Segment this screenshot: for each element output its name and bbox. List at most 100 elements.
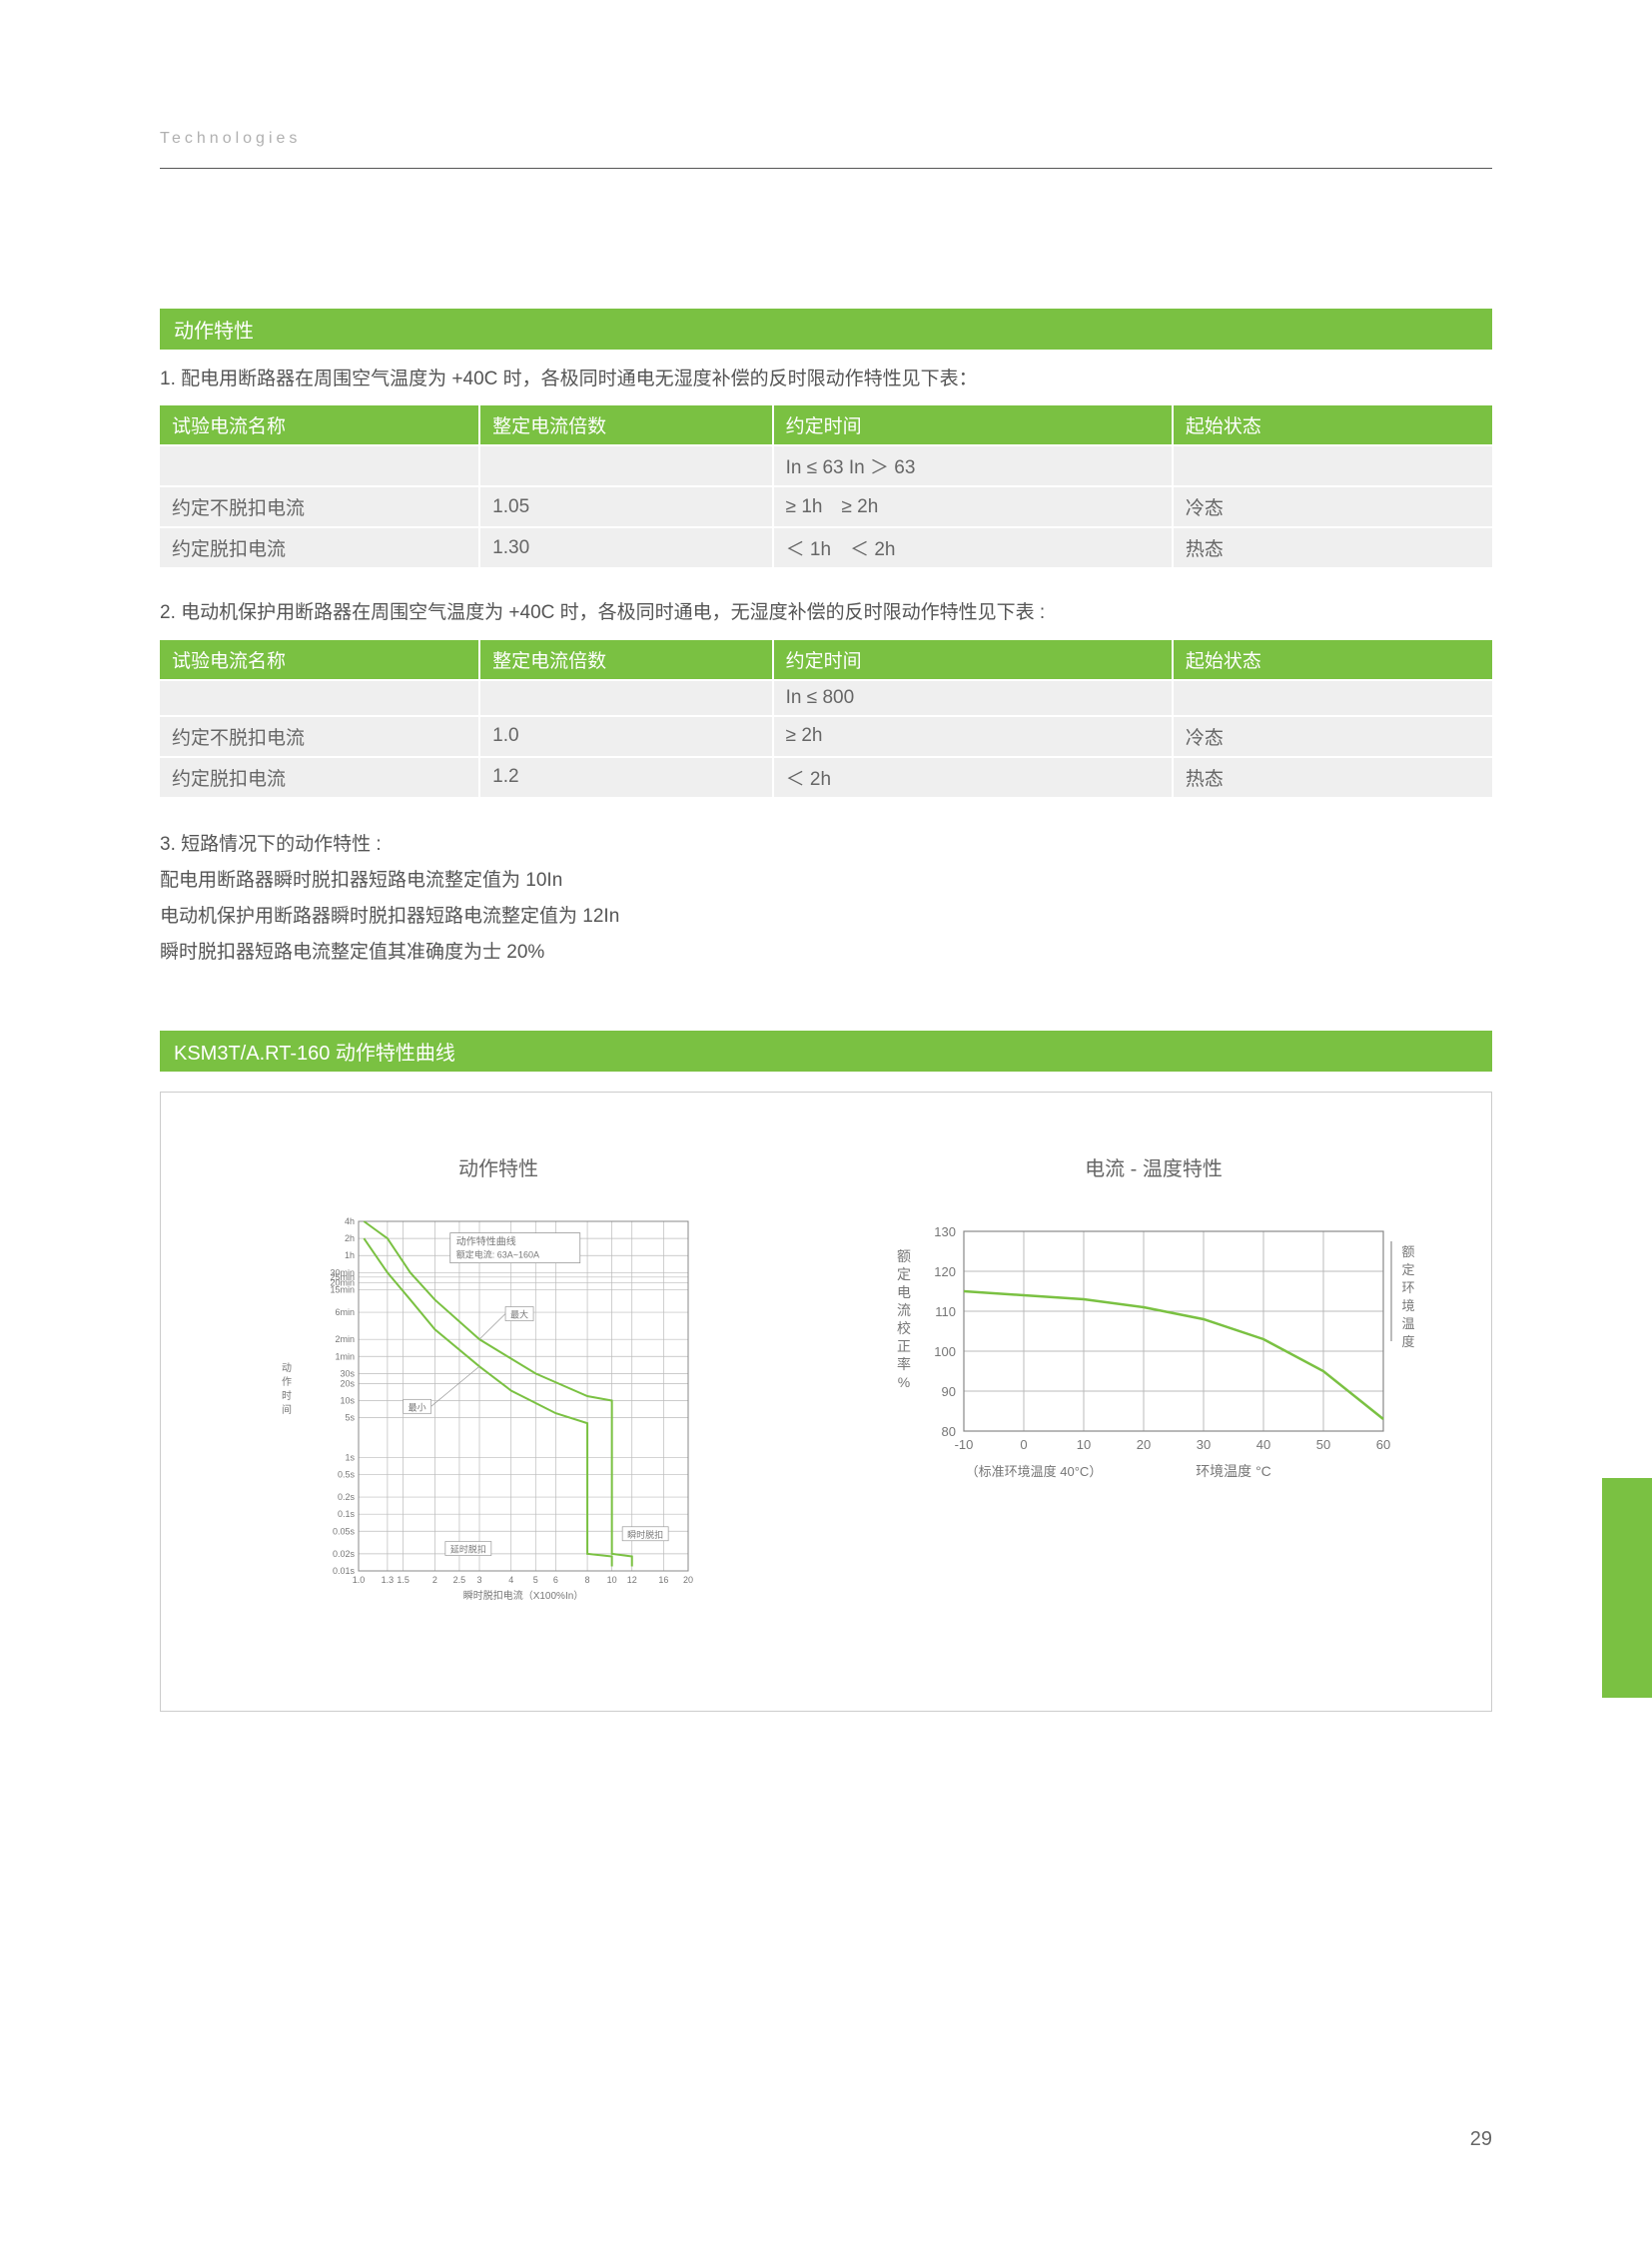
svg-text:-10: -10 [955,1437,974,1452]
svg-text:6min: 6min [335,1307,355,1317]
table-cell: In ≤ 63 In ＞ 63 [773,445,1173,486]
svg-text:3: 3 [477,1575,482,1585]
svg-text:流: 流 [897,1302,911,1318]
svg-text:5: 5 [533,1575,538,1585]
table-cell [1173,680,1492,716]
svg-text:80: 80 [942,1424,956,1439]
table-header: 起始状态 [1173,405,1492,445]
table-cell [479,680,772,716]
svg-text:时: 时 [282,1390,292,1402]
top-rule [160,168,1492,169]
svg-text:50: 50 [1316,1437,1330,1452]
svg-text:延时脱扣: 延时脱扣 [450,1544,486,1555]
svg-text:2min: 2min [335,1334,355,1344]
svg-text:定: 定 [1401,1262,1414,1277]
table-cell: 热态 [1173,527,1492,567]
svg-text:境: 境 [1401,1298,1414,1313]
svg-text:最小: 最小 [409,1402,426,1412]
svg-text:5s: 5s [345,1413,355,1423]
table-cell: 1.2 [479,757,772,797]
brand-text: Technologies [160,130,1492,148]
svg-text:额: 额 [1401,1244,1414,1259]
svg-text:动作特性曲线: 动作特性曲线 [456,1235,516,1248]
section-title-curve: KSM3T/A.RT-160 动作特性曲线 [160,1031,1492,1072]
svg-text:120: 120 [934,1264,956,1279]
table-header: 起始状态 [1173,640,1492,680]
table-header: 试验电流名称 [160,405,479,445]
table-row: 约定不脱扣电流1.0≥ 2h冷态 [160,716,1492,757]
svg-text:10: 10 [607,1575,617,1585]
table-cell: ≥ 1h ≥ 2h [773,486,1173,527]
svg-text:90: 90 [942,1384,956,1399]
svg-text:60: 60 [1376,1437,1390,1452]
svg-text:间: 间 [282,1403,292,1416]
table-cell: 约定脱扣电流 [160,757,479,797]
section-title-characteristics: 动作特性 [160,309,1492,350]
table-distribution: 试验电流名称整定电流倍数约定时间起始状态 In ≤ 63 In ＞ 63约定不脱… [160,405,1492,567]
temp-curve-chart: -1001020304050608090100110120130额定电流校正率%… [874,1211,1433,1511]
svg-text:电: 电 [897,1284,911,1300]
table-row: In ≤ 800 [160,680,1492,716]
table-cell: In ≤ 800 [773,680,1173,716]
svg-text:温: 温 [1401,1316,1414,1331]
svg-text:0: 0 [1020,1437,1027,1452]
svg-text:2: 2 [432,1575,437,1585]
svg-text:1s: 1s [345,1452,355,1462]
svg-text:8: 8 [585,1575,590,1585]
svg-text:0.1s: 0.1s [338,1509,356,1519]
svg-text:12: 12 [627,1575,637,1585]
svg-text:1min: 1min [335,1351,355,1361]
table-cell: 冷态 [1173,486,1492,527]
trip-curve-chart: 1.01.31.522.534568101216204h2h1h30min25m… [269,1211,728,1611]
svg-text:环: 环 [1401,1280,1414,1295]
short-circuit-paragraph: 3. 短路情况下的动作特性 : 配电用断路器瞬时脱扣器短路电流整定值为 10In… [160,827,1492,971]
table-cell: 冷态 [1173,716,1492,757]
svg-text:100: 100 [934,1344,956,1359]
table-header: 整定电流倍数 [479,640,772,680]
left-chart-column: 动作特性 1.01.31.522.534568101216204h2h1h30m… [201,1152,796,1611]
table-cell [160,680,479,716]
table-row: In ≤ 63 In ＞ 63 [160,445,1492,486]
svg-text:0.01s: 0.01s [333,1566,356,1576]
table-cell: 约定不脱扣电流 [160,486,479,527]
table-cell: 热态 [1173,757,1492,797]
table-cell: 1.0 [479,716,772,757]
table-cell: 1.05 [479,486,772,527]
svg-text:作: 作 [282,1376,292,1388]
svg-text:正: 正 [897,1338,911,1354]
svg-text:10s: 10s [340,1395,355,1405]
table-header: 试验电流名称 [160,640,479,680]
svg-text:20: 20 [1137,1437,1151,1452]
svg-text:（标准环境温度 40°C）: （标准环境温度 40°C） [966,1464,1103,1479]
para3-line1: 3. 短路情况下的动作特性 : [160,827,1492,863]
table-cell [479,445,772,486]
table-header: 约定时间 [773,640,1173,680]
svg-text:130: 130 [934,1224,956,1239]
svg-text:20s: 20s [340,1378,355,1388]
svg-text:最大: 最大 [510,1309,528,1320]
svg-text:率: 率 [897,1356,911,1372]
intro-text-2: 2. 电动机保护用断路器在周围空气温度为 +40C 时，各极同时通电，无湿度补偿… [160,597,1492,629]
svg-text:4: 4 [508,1575,513,1585]
svg-text:1.3: 1.3 [382,1575,395,1585]
svg-text:额定电流: 63A~160A: 额定电流: 63A~160A [456,1249,539,1260]
chart-container: 动作特性 1.01.31.522.534568101216204h2h1h30m… [160,1092,1492,1712]
svg-text:16: 16 [658,1575,668,1585]
table-cell: ≥ 2h [773,716,1173,757]
intro-text-1: 1. 配电用断路器在周围空气温度为 +40C 时，各极同时通电无湿度补偿的反时限… [160,364,1492,395]
svg-text:额: 额 [897,1248,911,1264]
svg-text:校: 校 [897,1320,911,1336]
table-cell: 约定脱扣电流 [160,527,479,567]
svg-text:6: 6 [553,1575,558,1585]
table-header: 约定时间 [773,405,1173,445]
left-chart-title: 动作特性 [458,1152,538,1181]
svg-text:度: 度 [1401,1334,1414,1349]
svg-text:2h: 2h [345,1233,355,1243]
svg-text:瞬时脱扣电流（X100%In）: 瞬时脱扣电流（X100%In） [463,1589,584,1602]
svg-text:10: 10 [1077,1437,1091,1452]
table-row: 约定脱扣电流1.30＜ 1h ＜ 2h热态 [160,527,1492,567]
table-motor: 试验电流名称整定电流倍数约定时间起始状态 In ≤ 800约定不脱扣电流1.0≥… [160,640,1492,797]
svg-text:0.02s: 0.02s [333,1549,356,1559]
table-row: 约定不脱扣电流1.05≥ 1h ≥ 2h冷态 [160,486,1492,527]
side-tab [1602,1478,1652,1698]
